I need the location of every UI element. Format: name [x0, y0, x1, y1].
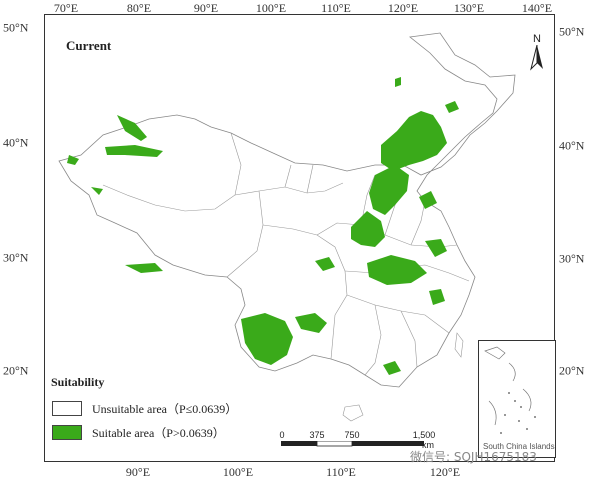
- right-tick-30n: 30°N: [559, 251, 585, 266]
- top-tick-110e: 110°E: [321, 1, 351, 15]
- top-tick-140e: 140°E: [521, 1, 553, 15]
- bottom-tick-90e: 90°E: [125, 465, 151, 479]
- legend-label-unsuitable: Unsuitable area（P≤0.0639）: [92, 402, 238, 416]
- left-tick-50n: 50°N: [3, 20, 29, 35]
- inset-label: South China Islands: [483, 442, 555, 451]
- hainan-island: [342, 404, 364, 422]
- right-tick-20n: 20°N: [559, 363, 585, 378]
- inset-map-south-china-sea: [478, 340, 556, 458]
- taiwan-island: [454, 332, 464, 358]
- scale-bar-graphic: [281, 441, 424, 447]
- legend-label-suitable: Suitable area（P>0.0639）: [92, 426, 225, 440]
- bottom-tick-110e: 110°E: [326, 465, 356, 479]
- bottom-tick-100e: 100°E: [222, 465, 254, 479]
- left-tick-30n: 30°N: [3, 250, 29, 265]
- scale-unit: km: [422, 440, 434, 450]
- legend-item-suitable: Suitable area（P>0.0639）: [52, 424, 225, 441]
- inset-islands: [484, 346, 536, 434]
- top-tick-130e: 130°E: [453, 1, 485, 15]
- north-label: N: [533, 33, 541, 45]
- scale-label-0: 0: [279, 430, 285, 440]
- legend-swatch-suitable: [52, 425, 82, 440]
- legend-title: Suitability: [51, 375, 105, 389]
- legend-swatch-unsuitable: [52, 401, 82, 416]
- left-tick-20n: 20°N: [3, 363, 29, 378]
- top-tick-90e: 90°E: [193, 1, 219, 15]
- top-tick-80e: 80°E: [126, 1, 152, 15]
- scale-label-750: 750: [344, 430, 360, 440]
- bottom-tick-120e: 120°E: [429, 465, 461, 479]
- scale-label-1500: 1,500: [412, 430, 436, 440]
- top-tick-120e: 120°E: [387, 1, 419, 15]
- north-arrow: N: [527, 33, 547, 76]
- top-tick-100e: 100°E: [255, 1, 287, 15]
- north-arrow-icon: [530, 44, 543, 71]
- left-tick-40n: 40°N: [3, 135, 29, 150]
- right-tick-50n: 50°N: [559, 24, 585, 39]
- map-canvas: [58, 32, 516, 422]
- legend-item-unsuitable: Unsuitable area（P≤0.0639）: [52, 400, 237, 417]
- right-tick-40n: 40°N: [559, 138, 585, 153]
- scale-label-375: 375: [309, 430, 325, 440]
- suitable-area-patches: [67, 77, 459, 375]
- top-tick-70e: 70°E: [53, 1, 79, 15]
- panel-title: Current: [66, 38, 112, 53]
- map-frame: [44, 14, 555, 462]
- watermark: 微信号: SQJH1675183: [410, 450, 537, 464]
